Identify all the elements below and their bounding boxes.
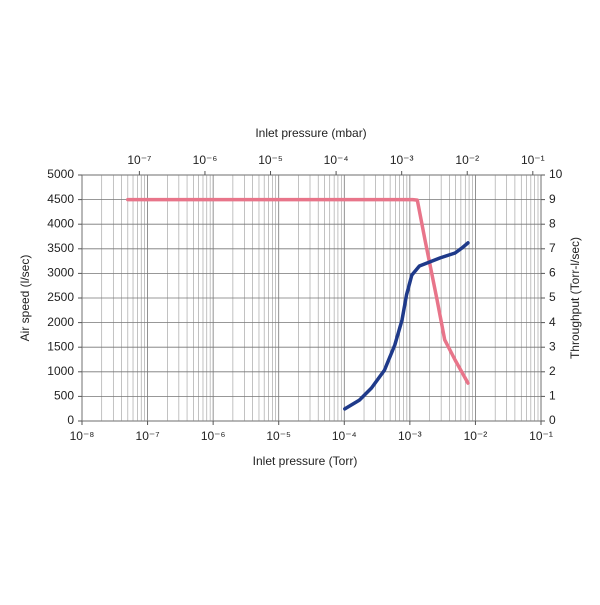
series-line — [343, 241, 470, 411]
y2-tick-label: 4 — [549, 315, 556, 329]
y2-tick-label: 0 — [549, 413, 556, 427]
y-tick-label: 2500 — [47, 290, 74, 304]
y2-tick-label: 3 — [549, 339, 556, 353]
y2-tick-label: 2 — [549, 364, 556, 378]
x2-tick-label: 10⁻⁷ — [127, 153, 151, 167]
x-tick-label: 10⁻² — [464, 429, 488, 443]
y-tick-label: 500 — [54, 389, 74, 403]
series-line — [126, 197, 470, 385]
x2-tick-label: 10⁻⁴ — [324, 153, 349, 167]
y2-tick-label: 6 — [549, 266, 556, 280]
x2-tick-label: 10⁻¹ — [521, 153, 545, 167]
y-tick-label: 1500 — [47, 339, 74, 353]
y-axis-label: Air speed (l/sec) — [18, 255, 32, 342]
x2-tick-label: 10⁻⁶ — [193, 153, 218, 167]
y2-tick-label: 9 — [549, 192, 556, 206]
y2-tick-label: 7 — [549, 241, 556, 255]
y-tick-label: 4000 — [47, 216, 74, 230]
x-tick-label: 10⁻³ — [398, 429, 422, 443]
x2-tick-label: 10⁻³ — [390, 153, 414, 167]
y-tick-label: 1000 — [47, 364, 74, 378]
x-tick-label: 10⁻¹ — [529, 429, 553, 443]
x-tick-label: 10⁻⁶ — [201, 429, 226, 443]
x2-tick-label: 10⁻² — [455, 153, 479, 167]
y2-tick-label: 10 — [549, 167, 563, 181]
x-axis-label: Inlet pressure (Torr) — [253, 454, 358, 468]
y-tick-label: 3500 — [47, 241, 74, 255]
x2-tick-label: 10⁻⁵ — [258, 153, 283, 167]
y-tick-label: 4500 — [47, 192, 74, 206]
y2-tick-label: 1 — [549, 389, 556, 403]
y-tick-label: 5000 — [47, 167, 74, 181]
y2-axis-label: Throughput (Torr-l/sec) — [568, 237, 582, 359]
y-tick-label: 0 — [67, 413, 74, 427]
y-tick-label: 3000 — [47, 266, 74, 280]
y2-tick-label: 5 — [549, 290, 556, 304]
x-tick-label: 10⁻⁷ — [136, 429, 160, 443]
y2-tick-label: 8 — [549, 216, 556, 230]
x-tick-label: 10⁻⁴ — [332, 429, 357, 443]
x2-axis-label: Inlet pressure (mbar) — [255, 126, 366, 140]
y-tick-label: 2000 — [47, 315, 74, 329]
x-tick-label: 10⁻⁸ — [70, 429, 95, 443]
x-tick-label: 10⁻⁵ — [266, 429, 291, 443]
